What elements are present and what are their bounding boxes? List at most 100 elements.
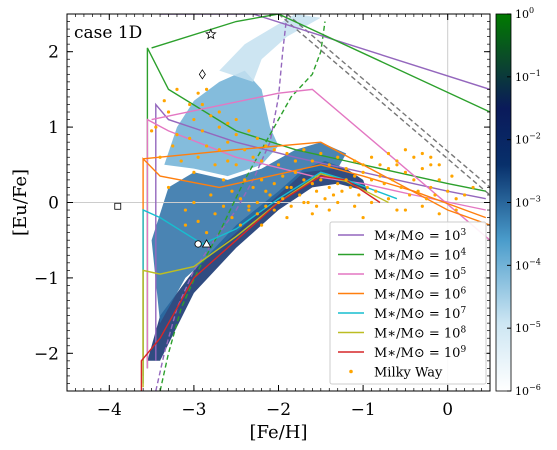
milky-way-point xyxy=(192,170,196,174)
milky-way-point xyxy=(369,178,374,182)
milky-way-point xyxy=(327,185,331,190)
milky-way-point xyxy=(175,133,179,137)
milky-way-point xyxy=(454,208,458,212)
legend-label-exp: 7 xyxy=(460,306,466,316)
milky-way-point xyxy=(336,155,340,159)
y-tick-label: −2 xyxy=(34,344,59,364)
milky-way-point xyxy=(188,102,192,107)
legend-label: M∗/M⊙ = 107 xyxy=(374,306,466,322)
milky-way-point xyxy=(293,170,298,174)
milky-way-point xyxy=(175,87,179,91)
milky-way-point xyxy=(437,178,441,182)
milky-way-point xyxy=(243,178,247,182)
dashed-line-2 xyxy=(278,14,490,196)
legend-label: M∗/M⊙ = 104 xyxy=(374,248,466,264)
milky-way-point xyxy=(276,200,281,205)
milky-way-point xyxy=(353,204,357,208)
milky-way-point xyxy=(259,178,264,182)
legend-label-main: Milky Way xyxy=(374,366,443,381)
milky-way-point xyxy=(255,136,259,141)
milky-way-point xyxy=(378,174,382,178)
milky-way-point xyxy=(429,163,433,167)
milky-way-point xyxy=(196,91,200,95)
milky-way-point xyxy=(251,155,255,159)
milky-way-point xyxy=(403,208,407,212)
legend-label-exp: 8 xyxy=(460,326,466,336)
milky-way-point xyxy=(285,185,289,190)
milky-way-point xyxy=(361,215,365,220)
milky-way-point xyxy=(234,163,238,167)
milky-way-point xyxy=(192,200,196,205)
milky-way-point xyxy=(399,185,403,190)
milky-way-point xyxy=(319,178,323,182)
milky-way-point xyxy=(285,215,289,220)
milky-way-point xyxy=(306,200,310,205)
colorbar-tick-label: 10−6 xyxy=(515,383,541,398)
milky-way-point xyxy=(420,166,424,171)
legend-label: M∗/M⊙ = 103 xyxy=(374,228,466,244)
milky-way-point xyxy=(386,151,391,156)
milky-way-point xyxy=(247,208,251,212)
legend-swatch xyxy=(349,369,353,374)
x-tick-label: −1 xyxy=(351,400,376,420)
legend-label-exp: 4 xyxy=(460,248,466,258)
milky-way-point xyxy=(437,163,441,167)
marker-square xyxy=(114,202,122,210)
milky-way-point xyxy=(268,193,272,197)
milky-way-point xyxy=(259,223,264,227)
x-tick-label: −2 xyxy=(266,400,291,420)
milky-way-point xyxy=(234,133,238,137)
milky-way-point xyxy=(204,144,209,148)
milky-way-point xyxy=(391,178,395,182)
x-tick-label: 0 xyxy=(442,400,453,420)
marker-triangle xyxy=(201,239,212,248)
milky-way-point xyxy=(213,212,217,216)
milky-way-point xyxy=(166,110,171,114)
milky-way-point xyxy=(298,193,302,197)
legend-box xyxy=(329,221,487,385)
marker-circle xyxy=(194,240,202,248)
y-tick-label: 1 xyxy=(48,118,59,138)
milky-way-point xyxy=(204,87,209,91)
heatmap-region-1 xyxy=(151,142,347,324)
milky-way-point xyxy=(319,151,323,156)
milky-way-point xyxy=(314,204,319,208)
colorbar-tick-base: 10 xyxy=(515,197,529,210)
milky-way-point xyxy=(310,212,314,216)
milky-way-point xyxy=(323,197,327,201)
milky-way-point xyxy=(454,197,458,201)
x-tick-label: −4 xyxy=(97,400,122,420)
milky-way-point xyxy=(264,204,268,208)
milky-way-point xyxy=(230,189,234,193)
legend-label: M∗/M⊙ = 108 xyxy=(374,326,466,342)
legend-label-main: M∗/M⊙ = 10 xyxy=(374,307,460,322)
colorbar-tick-base: 10 xyxy=(515,385,529,398)
milky-way-point xyxy=(403,148,407,152)
milky-way-point xyxy=(344,178,348,182)
legend-label-main: M∗/M⊙ = 10 xyxy=(374,229,460,244)
milky-way-point xyxy=(188,136,192,141)
milky-way-point xyxy=(336,182,340,186)
dashed-line-0 xyxy=(155,14,288,391)
milky-way-point xyxy=(247,129,251,133)
milky-way-point xyxy=(226,159,230,163)
milky-way-point xyxy=(386,166,391,171)
colorbar-tick-exp: −6 xyxy=(529,383,541,392)
colorbar-tick-label: 10−3 xyxy=(515,195,541,210)
milky-way-point xyxy=(302,148,306,152)
milky-way-point xyxy=(408,193,412,197)
milky-way-point xyxy=(353,174,357,178)
milky-way-point xyxy=(463,193,467,197)
milky-way-point xyxy=(357,193,361,197)
milky-way-point xyxy=(412,178,416,182)
colorbar-tick-exp: −4 xyxy=(529,257,541,266)
milky-way-point xyxy=(420,151,424,156)
milky-way-point xyxy=(158,155,162,159)
colorbar-tick-exp: −1 xyxy=(529,69,541,78)
milky-way-point xyxy=(272,208,276,212)
legend-label-exp: 5 xyxy=(460,267,466,277)
milky-way-point xyxy=(251,185,255,190)
milky-way-point xyxy=(369,155,374,159)
milky-way-point xyxy=(217,110,221,114)
